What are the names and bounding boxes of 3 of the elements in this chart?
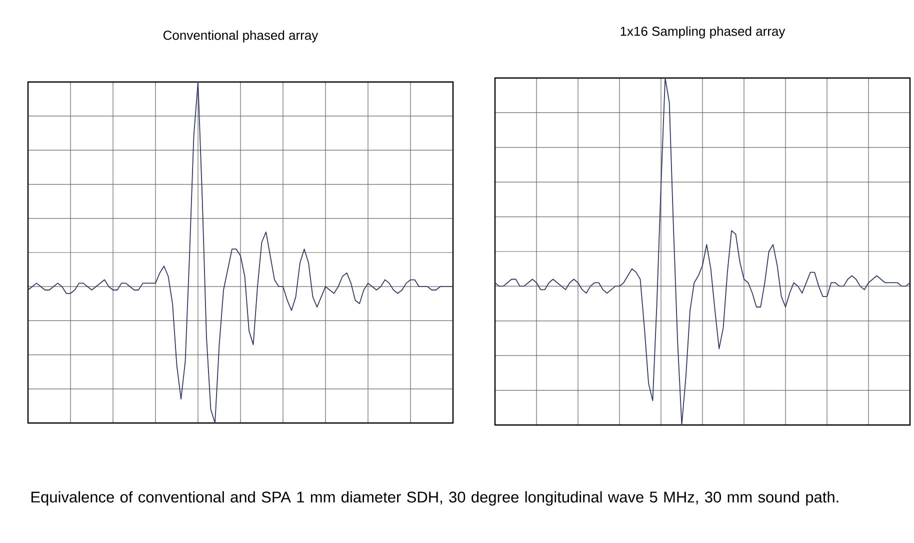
- chart-title: 1x16 Sampling phased array: [620, 26, 786, 38]
- chart-title: Conventional phased array: [163, 30, 318, 42]
- text: Equivalence of conventional and SPA 1 mm diameter SDH, 30 degree longitudinal wave 5 MHz, 30 mm sound path.: [31, 491, 838, 506]
